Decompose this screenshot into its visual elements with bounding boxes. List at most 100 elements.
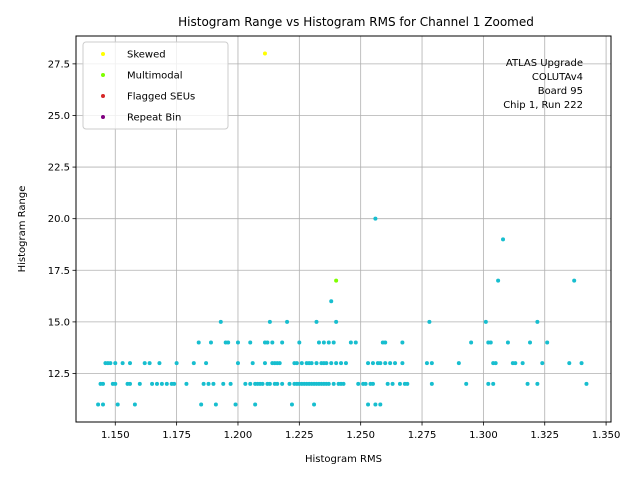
x-tick-label: 1.250 xyxy=(346,430,375,441)
legend-marker-repeat-bin xyxy=(101,115,105,119)
data-point xyxy=(513,361,518,366)
annotation-line: Board 95 xyxy=(538,86,583,97)
data-point xyxy=(287,381,292,386)
data-point xyxy=(243,381,248,386)
data-point xyxy=(339,361,344,366)
data-point xyxy=(383,340,388,345)
data-point xyxy=(108,361,113,366)
data-point xyxy=(235,340,240,345)
data-point xyxy=(154,381,159,386)
data-point xyxy=(390,381,395,386)
data-point xyxy=(113,381,118,386)
data-point xyxy=(540,361,545,366)
data-point xyxy=(100,381,105,386)
data-point xyxy=(326,340,331,345)
data-point xyxy=(427,319,432,324)
y-tick-label: 12.5 xyxy=(48,369,70,380)
data-point xyxy=(211,381,216,386)
legend-label-multimodal: Multimodal xyxy=(127,71,183,82)
data-point xyxy=(120,361,125,366)
data-point xyxy=(397,381,402,386)
data-point xyxy=(321,340,326,345)
data-point xyxy=(250,361,255,366)
data-point xyxy=(285,319,290,324)
data-point xyxy=(528,340,533,345)
data-point xyxy=(331,381,336,386)
data-point xyxy=(297,340,302,345)
data-point xyxy=(309,361,314,366)
data-point xyxy=(329,299,334,304)
data-point xyxy=(206,381,211,386)
data-point xyxy=(150,381,155,386)
data-point xyxy=(174,361,179,366)
data-point xyxy=(184,381,189,386)
data-point xyxy=(363,381,368,386)
data-point xyxy=(137,381,142,386)
annotation-line: ATLAS Upgrade xyxy=(506,58,583,69)
x-tick-label: 1.275 xyxy=(408,430,437,441)
data-point xyxy=(469,340,474,345)
data-point xyxy=(265,340,270,345)
data-point xyxy=(370,381,375,386)
data-point xyxy=(204,361,209,366)
legend-label-flagged-seus: Flagged SEUs xyxy=(127,92,195,103)
chart-title: Histogram Range vs Histogram RMS for Cha… xyxy=(178,15,534,29)
data-point xyxy=(260,381,265,386)
data-point xyxy=(493,361,498,366)
data-point xyxy=(356,381,361,386)
data-point xyxy=(370,361,375,366)
data-point xyxy=(520,361,525,366)
data-point xyxy=(329,361,334,366)
data-point xyxy=(584,381,589,386)
x-tick-label: 1.150 xyxy=(101,430,130,441)
data-point xyxy=(496,278,501,283)
data-point xyxy=(267,319,272,324)
data-point xyxy=(525,381,530,386)
legend-marker-flagged-seus xyxy=(101,94,105,98)
data-point xyxy=(289,402,294,407)
data-point xyxy=(483,319,488,324)
data-point xyxy=(456,361,461,366)
data-point-skewed xyxy=(262,51,267,56)
data-point xyxy=(545,340,550,345)
data-point xyxy=(486,381,491,386)
x-tick-label: 1.325 xyxy=(530,430,559,441)
annotation-line: Chip 1, Run 222 xyxy=(503,100,583,111)
data-point xyxy=(253,402,258,407)
data-point xyxy=(373,216,378,221)
data-point xyxy=(218,319,223,324)
x-tick-label: 1.300 xyxy=(469,430,498,441)
annotation-line: COLUTAv4 xyxy=(532,72,583,83)
data-point xyxy=(400,361,405,366)
data-point xyxy=(429,381,434,386)
data-point xyxy=(388,361,393,366)
data-point xyxy=(147,361,152,366)
data-point xyxy=(567,361,572,366)
x-tick-label: 1.350 xyxy=(592,430,621,441)
data-point xyxy=(348,340,353,345)
y-axis-ticks: 12.5 15.0 17.5 20.0 22.5 25.0 27.5 xyxy=(48,59,76,380)
data-point xyxy=(226,340,231,345)
data-point xyxy=(248,340,253,345)
data-point xyxy=(275,381,280,386)
data-point xyxy=(142,361,147,366)
data-point xyxy=(196,340,201,345)
data-point xyxy=(393,361,398,366)
data-point xyxy=(429,361,434,366)
x-tick-label: 1.200 xyxy=(224,430,253,441)
data-point xyxy=(127,361,132,366)
data-point xyxy=(501,237,506,242)
y-tick-label: 25.0 xyxy=(48,111,70,122)
data-point xyxy=(383,361,388,366)
data-point xyxy=(366,361,371,366)
legend-marker-multimodal xyxy=(101,73,105,77)
data-point xyxy=(400,340,405,345)
data-point xyxy=(191,361,196,366)
legend-marker-skewed xyxy=(101,52,105,56)
x-tick-label: 1.225 xyxy=(285,430,314,441)
data-point xyxy=(213,402,218,407)
data-point xyxy=(280,340,285,345)
data-point xyxy=(199,402,204,407)
data-point xyxy=(267,381,272,386)
y-tick-label: 27.5 xyxy=(48,59,70,70)
